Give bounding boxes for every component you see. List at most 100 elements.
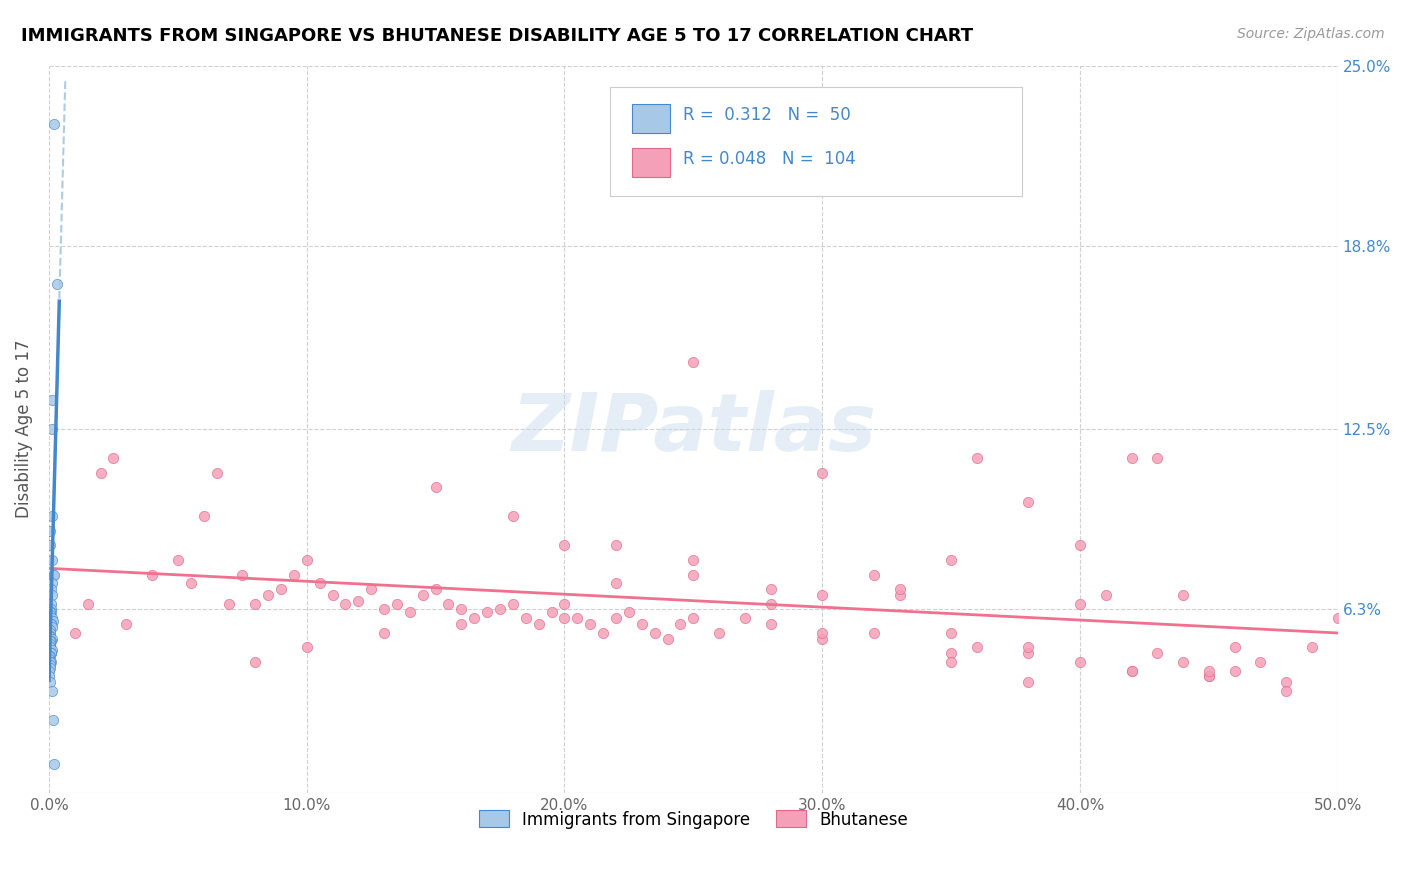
- Point: [889, 588, 911, 602]
- Point: [115, 617, 138, 632]
- Point: [1121, 451, 1143, 466]
- Point: [39, 597, 62, 611]
- Point: [141, 567, 163, 582]
- Point: [939, 553, 962, 567]
- Point: [1249, 655, 1271, 669]
- Point: [257, 588, 280, 602]
- Point: [39, 657, 62, 672]
- Point: [243, 597, 266, 611]
- Point: [39, 617, 62, 632]
- Point: [592, 625, 614, 640]
- Point: [605, 611, 627, 625]
- Point: [39, 611, 62, 625]
- Point: [553, 538, 575, 552]
- Text: R =  0.312   N =  50: R = 0.312 N = 50: [683, 106, 851, 124]
- Text: IMMIGRANTS FROM SINGAPORE VS BHUTANESE DISABILITY AGE 5 TO 17 CORRELATION CHART: IMMIGRANTS FROM SINGAPORE VS BHUTANESE D…: [21, 27, 973, 45]
- Point: [243, 655, 266, 669]
- Point: [567, 611, 589, 625]
- Point: [682, 567, 704, 582]
- FancyBboxPatch shape: [610, 87, 1022, 196]
- Point: [41, 588, 63, 602]
- Point: [39, 660, 62, 674]
- Point: [385, 597, 408, 611]
- Point: [41, 509, 63, 524]
- Point: [295, 640, 318, 655]
- Point: [811, 625, 834, 640]
- Point: [1198, 669, 1220, 683]
- Point: [1171, 588, 1194, 602]
- Legend: Immigrants from Singapore, Bhutanese: Immigrants from Singapore, Bhutanese: [472, 804, 914, 835]
- Point: [515, 611, 537, 625]
- Y-axis label: Disability Age 5 to 17: Disability Age 5 to 17: [15, 340, 32, 518]
- Point: [966, 451, 988, 466]
- Point: [657, 632, 679, 646]
- Point: [41, 643, 63, 657]
- Point: [553, 597, 575, 611]
- Point: [39, 605, 62, 619]
- Point: [41, 620, 63, 634]
- Point: [502, 597, 524, 611]
- Point: [38, 675, 60, 690]
- Point: [39, 605, 62, 619]
- Point: [1275, 675, 1298, 690]
- Point: [605, 576, 627, 591]
- Point: [553, 611, 575, 625]
- Point: [41, 392, 63, 407]
- Point: [39, 634, 62, 648]
- Point: [41, 684, 63, 698]
- Point: [1069, 538, 1091, 552]
- Point: [939, 646, 962, 660]
- Point: [166, 553, 188, 567]
- Point: [42, 567, 65, 582]
- Point: [1121, 664, 1143, 678]
- Point: [1223, 640, 1246, 655]
- Point: [308, 576, 330, 591]
- Point: [630, 617, 652, 632]
- Point: [38, 629, 60, 643]
- Point: [669, 617, 692, 632]
- Point: [38, 655, 60, 669]
- Point: [617, 605, 640, 619]
- Point: [38, 664, 60, 678]
- Point: [759, 582, 782, 596]
- Point: [373, 602, 395, 616]
- Point: [63, 625, 86, 640]
- Point: [38, 637, 60, 651]
- Point: [39, 538, 62, 552]
- Point: [463, 611, 485, 625]
- Text: Source: ZipAtlas.com: Source: ZipAtlas.com: [1237, 27, 1385, 41]
- Point: [862, 625, 884, 640]
- Point: [889, 582, 911, 596]
- Point: [1171, 655, 1194, 669]
- FancyBboxPatch shape: [631, 148, 671, 177]
- Point: [42, 614, 65, 628]
- Point: [1069, 655, 1091, 669]
- Point: [1275, 684, 1298, 698]
- Point: [811, 466, 834, 480]
- Point: [41, 576, 63, 591]
- Point: [1121, 664, 1143, 678]
- Point: [38, 648, 60, 663]
- Point: [180, 576, 202, 591]
- Point: [38, 652, 60, 666]
- Point: [450, 617, 472, 632]
- Point: [644, 625, 666, 640]
- Point: [579, 617, 602, 632]
- Point: [39, 602, 62, 616]
- Point: [205, 466, 228, 480]
- Point: [373, 625, 395, 640]
- Point: [89, 466, 111, 480]
- Text: ZIPatlas: ZIPatlas: [510, 390, 876, 468]
- Point: [45, 277, 67, 291]
- Point: [811, 588, 834, 602]
- Point: [605, 538, 627, 552]
- Point: [39, 625, 62, 640]
- Point: [682, 553, 704, 567]
- Point: [939, 625, 962, 640]
- Point: [734, 611, 756, 625]
- Point: [682, 355, 704, 369]
- Point: [502, 509, 524, 524]
- Point: [38, 629, 60, 643]
- Point: [939, 655, 962, 669]
- Point: [1069, 597, 1091, 611]
